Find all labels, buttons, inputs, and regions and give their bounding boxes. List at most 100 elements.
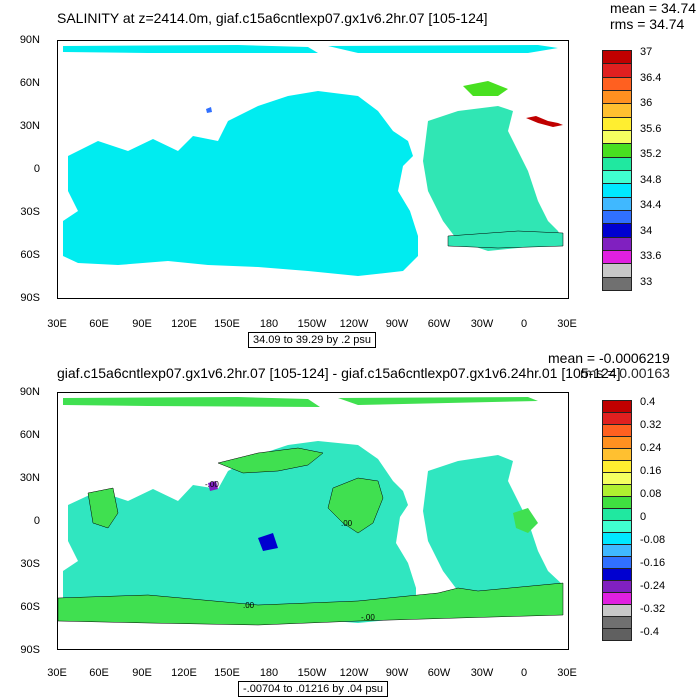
colorbar-label: 35.6 bbox=[640, 122, 662, 135]
colorbar-swatch bbox=[602, 116, 632, 131]
colorbar-label: 0.32 bbox=[640, 419, 662, 431]
colorbar-label: -0.08 bbox=[640, 534, 666, 546]
colorbar-label: 35.2 bbox=[640, 148, 662, 161]
lat-label: 30N bbox=[19, 472, 40, 484]
lat-label: 90S bbox=[20, 644, 40, 656]
colorbar-swatch bbox=[602, 183, 632, 198]
difference-panel: mean = -0.0006219 giaf.c15a6cntlexp07.gx… bbox=[0, 350, 700, 700]
mediterranean-high bbox=[526, 116, 563, 127]
colorbar-label: 0 bbox=[640, 511, 647, 523]
lon-label: 0 bbox=[520, 318, 528, 330]
lon-label: 150E bbox=[214, 667, 240, 679]
colorbar-label: 33 bbox=[640, 276, 653, 288]
lon-label: 60W bbox=[427, 318, 451, 330]
lon-label: 30E bbox=[557, 318, 577, 330]
lat-label: 30N bbox=[19, 120, 40, 132]
lat-label: 0 bbox=[33, 163, 40, 175]
colorbar-label: 0.24 bbox=[640, 442, 662, 454]
colorbar-label: 34.4 bbox=[640, 199, 662, 212]
lon-label: 0 bbox=[520, 667, 528, 679]
south-atlantic-positive bbox=[513, 508, 538, 533]
colorbar-swatch bbox=[602, 90, 632, 105]
lon-label: 180 bbox=[259, 318, 279, 330]
contour-range-label: -.00704 to .01216 by .04 psu bbox=[238, 681, 389, 697]
lon-label: 90W bbox=[385, 667, 409, 679]
contour-label: -.00 bbox=[361, 613, 375, 622]
lon-label: 30W bbox=[470, 318, 494, 330]
southern-positive bbox=[58, 582, 564, 626]
colorbar-swatch bbox=[602, 236, 632, 251]
lon-label: 30E bbox=[557, 667, 577, 679]
colorbar-swatch bbox=[602, 196, 632, 211]
colorbar-swatch bbox=[602, 143, 632, 158]
lon-label: 30W bbox=[470, 667, 494, 679]
lon-label: 120W bbox=[339, 318, 369, 330]
lon-label: 150W bbox=[297, 667, 327, 679]
colorbar-swatch bbox=[602, 223, 632, 238]
lon-label: 150W bbox=[297, 318, 327, 330]
lat-label: 30S bbox=[20, 558, 40, 570]
colorbar-swatch bbox=[602, 130, 632, 145]
colorbar-swatch bbox=[602, 250, 632, 265]
north-pacific-positive bbox=[217, 447, 324, 474]
panel-title: SALINITY at z=2414.0m, giaf.c15a6cntlexp… bbox=[57, 10, 488, 26]
lon-label: 120W bbox=[339, 667, 369, 679]
east-pacific-positive bbox=[327, 477, 384, 534]
colorbar-swatch bbox=[602, 263, 632, 278]
map-plot bbox=[57, 40, 569, 299]
arctic-positive bbox=[63, 397, 320, 407]
difference-map: -.00 .00 .00 -.00 bbox=[58, 397, 564, 626]
lon-label: 30E bbox=[47, 667, 67, 679]
lat-label: 90N bbox=[19, 386, 40, 398]
colorbar-swatch bbox=[602, 628, 632, 641]
colorbar-label: -0.4 bbox=[640, 626, 659, 638]
lon-label: 60E bbox=[89, 318, 109, 330]
salinity-map bbox=[63, 45, 564, 276]
colorbar-label: 34 bbox=[640, 224, 653, 237]
low-spot bbox=[208, 481, 218, 491]
lon-label: 90E bbox=[132, 667, 152, 679]
ocean-near-zero bbox=[63, 441, 416, 623]
contour-label: .00 bbox=[243, 601, 255, 610]
lat-label: 60S bbox=[20, 601, 40, 613]
rms-stat: rms = 0.00163 bbox=[580, 365, 670, 381]
contour-label: .00 bbox=[341, 519, 353, 528]
lat-label: 90N bbox=[19, 34, 40, 46]
mean-stat: mean = -0.0006219 bbox=[548, 350, 670, 366]
indian-positive bbox=[87, 487, 119, 529]
lon-label: 60W bbox=[427, 667, 451, 679]
colorbar-label: 0.4 bbox=[640, 396, 656, 408]
low-salinity-spot bbox=[206, 107, 212, 113]
lon-label: 120E bbox=[171, 318, 197, 330]
lon-label: 120E bbox=[171, 667, 197, 679]
colorbar-label: 33.6 bbox=[640, 250, 662, 263]
colorbar-label: 0.16 bbox=[640, 465, 662, 477]
arctic-ocean-east bbox=[328, 45, 558, 53]
map-plot: -.00 .00 .00 -.00 bbox=[57, 392, 569, 650]
lon-label: 60E bbox=[89, 667, 109, 679]
lon-label: 150E bbox=[214, 318, 240, 330]
colorbar-label: -0.16 bbox=[640, 557, 666, 569]
contour-label: -.00 bbox=[205, 480, 219, 489]
colorbar-swatch bbox=[602, 156, 632, 171]
atlantic-ocean bbox=[423, 106, 563, 251]
colorbar-swatch bbox=[602, 50, 632, 65]
lon-label: 90E bbox=[132, 318, 152, 330]
colorbar bbox=[602, 50, 632, 291]
colorbar-swatch bbox=[602, 103, 632, 118]
colorbar-swatch bbox=[602, 170, 632, 185]
lat-label: 60N bbox=[19, 77, 40, 89]
lon-label: 180 bbox=[259, 667, 279, 679]
colorbar-label: 0.08 bbox=[640, 488, 662, 500]
lat-label: 0 bbox=[33, 515, 40, 527]
north-atlantic-patch bbox=[463, 81, 508, 96]
arctic-ocean bbox=[63, 45, 318, 53]
colorbar bbox=[602, 400, 632, 641]
southern-atlantic bbox=[447, 230, 564, 249]
atlantic-near-zero bbox=[423, 455, 563, 600]
lat-label: 60S bbox=[20, 249, 40, 261]
low-spot bbox=[258, 533, 278, 551]
lat-label: 60N bbox=[19, 429, 40, 441]
lat-label: 90S bbox=[20, 292, 40, 304]
colorbar-swatch bbox=[602, 210, 632, 225]
